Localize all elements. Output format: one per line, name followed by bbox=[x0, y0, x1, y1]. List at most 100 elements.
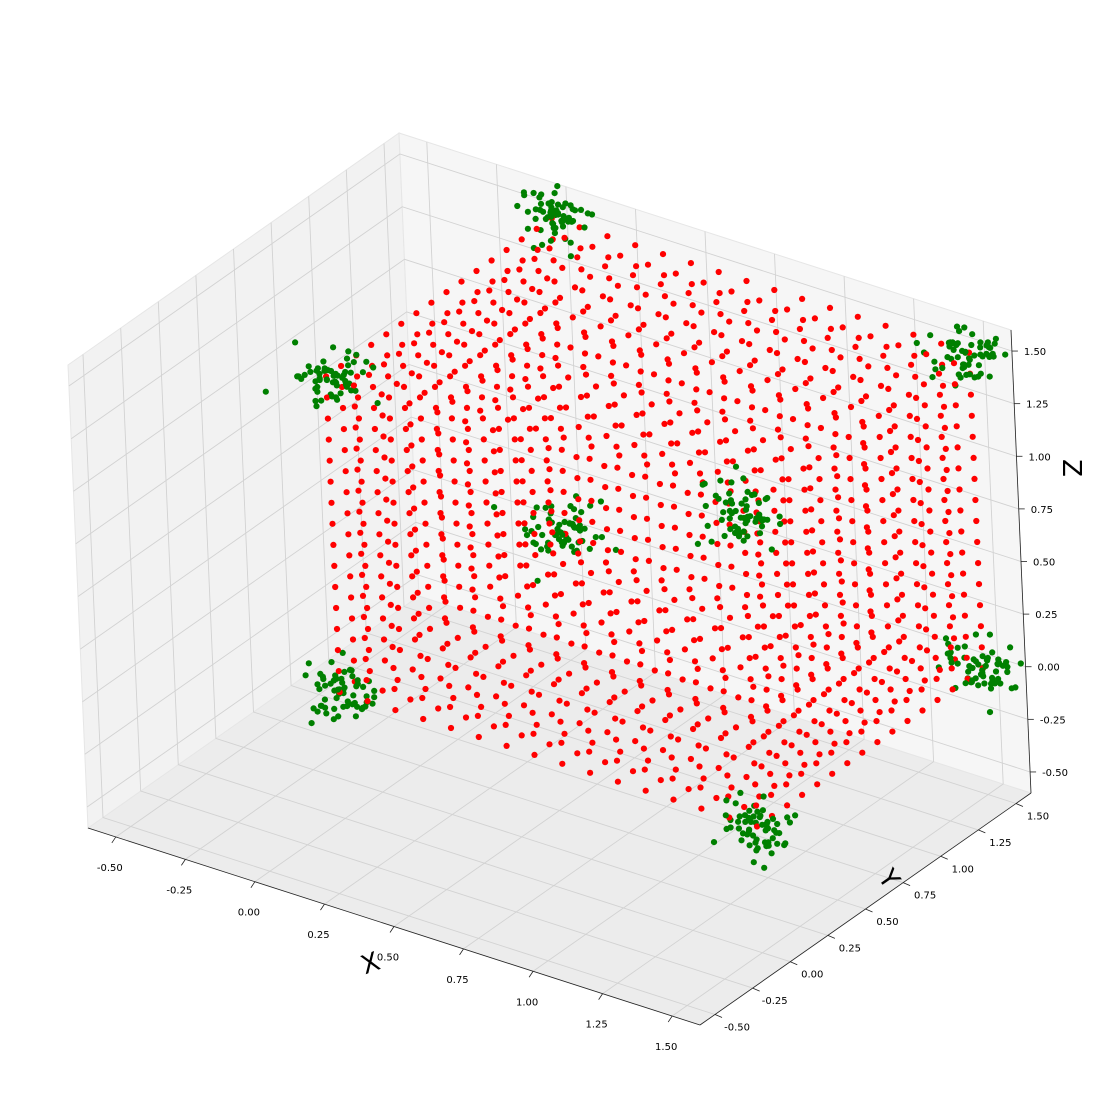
lattice-point bbox=[756, 297, 763, 304]
lattice-point bbox=[613, 443, 620, 450]
lattice-point bbox=[668, 440, 675, 447]
lattice-point bbox=[613, 608, 620, 616]
lattice-point bbox=[388, 622, 395, 630]
lattice-point bbox=[559, 467, 566, 474]
lattice-point bbox=[543, 457, 550, 464]
lattice-point bbox=[585, 727, 592, 734]
lattice-point bbox=[349, 636, 357, 643]
lattice-point bbox=[547, 541, 554, 548]
lattice-point bbox=[839, 599, 846, 606]
cluster-point bbox=[742, 496, 749, 503]
lattice-point bbox=[635, 326, 643, 333]
lattice-point bbox=[529, 582, 537, 589]
lattice-point bbox=[603, 432, 610, 440]
lattice-point bbox=[797, 749, 804, 756]
lattice-point bbox=[609, 359, 617, 366]
cluster-point bbox=[735, 818, 742, 825]
cluster-point bbox=[977, 339, 984, 346]
lattice-point bbox=[502, 573, 509, 580]
lattice-point bbox=[420, 715, 427, 723]
lattice-point bbox=[816, 751, 823, 758]
lattice-point bbox=[896, 638, 903, 645]
z-tick-label: 1.50 bbox=[1024, 347, 1046, 358]
lattice-point bbox=[464, 388, 471, 395]
lattice-point bbox=[824, 334, 831, 341]
cluster-point bbox=[578, 508, 585, 516]
lattice-point bbox=[426, 329, 433, 336]
lattice-point bbox=[787, 518, 794, 525]
lattice-point bbox=[356, 508, 363, 515]
lattice-point bbox=[532, 552, 539, 559]
cluster-point bbox=[758, 523, 766, 530]
lattice-point bbox=[833, 452, 840, 459]
lattice-point bbox=[607, 317, 615, 324]
x-grid-line bbox=[602, 298, 935, 995]
lattice-point bbox=[784, 602, 792, 609]
lattice-point bbox=[325, 436, 332, 443]
lattice-point bbox=[970, 454, 977, 461]
lattice-point bbox=[794, 686, 801, 693]
lattice-point bbox=[401, 404, 409, 412]
lattice-point bbox=[723, 348, 731, 355]
lattice-point bbox=[929, 591, 937, 598]
lattice-point bbox=[617, 748, 624, 755]
lattice-point bbox=[743, 277, 750, 285]
lattice-point bbox=[846, 454, 853, 462]
lattice-point bbox=[792, 644, 799, 651]
lattice-point bbox=[554, 655, 561, 662]
lattice-point bbox=[650, 371, 658, 378]
lattice-point bbox=[387, 436, 394, 443]
lattice-point bbox=[884, 623, 892, 630]
lattice-point bbox=[489, 427, 497, 434]
lattice-point bbox=[545, 499, 552, 506]
lattice-point bbox=[802, 507, 809, 514]
lattice-point bbox=[465, 502, 472, 509]
cluster-point bbox=[727, 824, 734, 831]
cluster-point bbox=[774, 840, 781, 847]
lattice-point bbox=[530, 730, 537, 737]
lattice-point bbox=[353, 445, 360, 452]
lattice-point bbox=[686, 459, 694, 466]
lattice-point bbox=[807, 485, 814, 492]
lattice-point bbox=[520, 499, 527, 506]
lattice-point bbox=[696, 470, 704, 477]
lattice-point bbox=[701, 575, 708, 582]
lattice-point bbox=[847, 476, 854, 483]
lattice-point bbox=[810, 569, 818, 576]
cluster-point bbox=[346, 666, 354, 674]
lattice-point bbox=[689, 429, 696, 436]
lattice-point bbox=[420, 478, 427, 485]
lattice-point bbox=[632, 556, 639, 563]
cluster-point bbox=[989, 677, 996, 684]
cluster-point bbox=[317, 702, 324, 709]
lattice-point bbox=[411, 340, 418, 347]
lattice-point bbox=[621, 688, 628, 695]
cluster-point bbox=[769, 835, 776, 842]
lattice-point bbox=[790, 712, 798, 719]
lattice-point bbox=[662, 314, 669, 321]
lattice-point bbox=[632, 738, 639, 745]
lattice-point bbox=[718, 332, 725, 339]
lattice-point bbox=[343, 489, 350, 496]
cluster-point bbox=[739, 830, 747, 837]
lattice-point bbox=[924, 465, 931, 472]
cluster-point bbox=[990, 353, 997, 360]
lattice-point bbox=[743, 570, 750, 578]
lattice-point bbox=[882, 581, 890, 588]
lattice-point bbox=[357, 457, 364, 464]
lattice-point bbox=[504, 416, 512, 423]
lattice-point bbox=[898, 591, 906, 598]
cluster-point bbox=[320, 358, 327, 365]
cluster-point bbox=[338, 675, 345, 682]
cluster-point bbox=[612, 546, 620, 554]
lattice-point bbox=[920, 563, 927, 570]
lattice-point bbox=[589, 518, 596, 526]
lattice-point bbox=[877, 382, 885, 389]
lattice-point bbox=[873, 718, 880, 725]
cluster-point bbox=[728, 479, 735, 486]
lattice-point bbox=[492, 490, 499, 497]
cluster-point bbox=[971, 374, 978, 381]
lattice-point bbox=[623, 362, 630, 369]
cluster-point bbox=[340, 703, 347, 710]
lattice-point bbox=[503, 742, 510, 750]
